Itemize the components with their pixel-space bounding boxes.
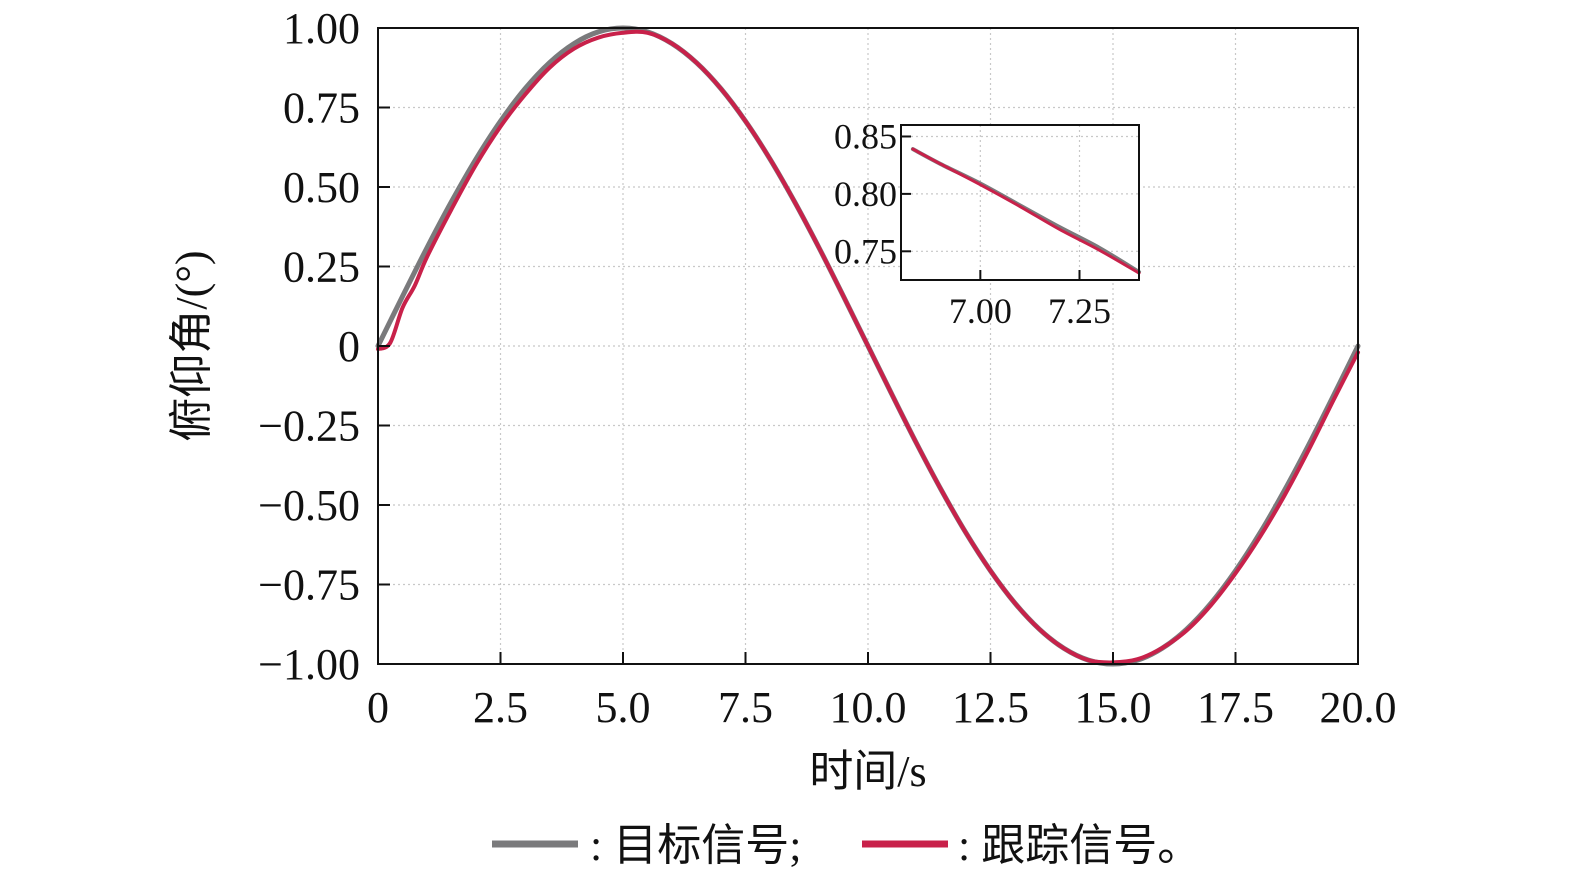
inset-y-tick-label: 0.85	[834, 116, 897, 156]
y-tick-label: 0.25	[283, 243, 360, 292]
inset-tracking-signal-line	[911, 147, 1141, 275]
inset-grid	[901, 125, 1139, 280]
x-tick-label: 20.0	[1320, 683, 1397, 732]
inset-background	[901, 125, 1139, 280]
x-tick-label: 12.5	[952, 683, 1029, 732]
y-tick-label: −0.75	[258, 561, 360, 610]
legend: : 目标信号; : 跟踪信号。	[492, 821, 1201, 870]
main-grid	[378, 28, 1358, 664]
inset-x-tick-label: 7.00	[949, 291, 1012, 331]
x-tick-label: 2.5	[473, 683, 528, 732]
x-tick-label: 17.5	[1197, 683, 1274, 732]
x-tick-label: 7.5	[718, 683, 773, 732]
y-tick-label: 1.00	[283, 4, 360, 53]
legend-label-target: : 目标信号;	[590, 821, 801, 870]
y-tick-label: 0.75	[283, 84, 360, 133]
y-tick-label: −1.00	[258, 640, 360, 689]
x-axis-title: 时间/s	[809, 747, 926, 796]
x-tick-label: 10.0	[830, 683, 907, 732]
legend-label-tracking: : 跟踪信号。	[958, 821, 1201, 870]
x-tick-label: 5.0	[596, 683, 651, 732]
x-tick-label: 0	[367, 683, 389, 732]
y-tick-label: 0.50	[283, 163, 360, 212]
inset-y-tick-label: 0.80	[834, 174, 897, 214]
inset-series	[910, 147, 1141, 275]
inset-ticks: 7.00 7.25 0.85 0.80 0.75	[834, 116, 1111, 331]
inset-frame	[900, 124, 1140, 281]
inset-y-tick-label: 0.75	[834, 231, 897, 271]
y-tick-label: −0.50	[258, 481, 360, 530]
main-ticks: 0 2.5 5.0 7.5 10.0 12.5 15.0 17.5 20.0 1.00 0.75 0.…	[258, 4, 1396, 732]
y-tick-label: 0	[338, 322, 360, 371]
y-tick-label: −0.25	[258, 402, 360, 451]
main-series	[375, 25, 1361, 667]
tracking-signal-line	[376, 29, 1360, 665]
x-tick-label: 15.0	[1075, 683, 1152, 732]
inset-zoom-plot: 7.00 7.25 0.85 0.80 0.75	[834, 116, 1141, 331]
inset-x-tick-label: 7.25	[1048, 291, 1111, 331]
y-axis-title: 俯仰角/(°)	[167, 250, 216, 441]
